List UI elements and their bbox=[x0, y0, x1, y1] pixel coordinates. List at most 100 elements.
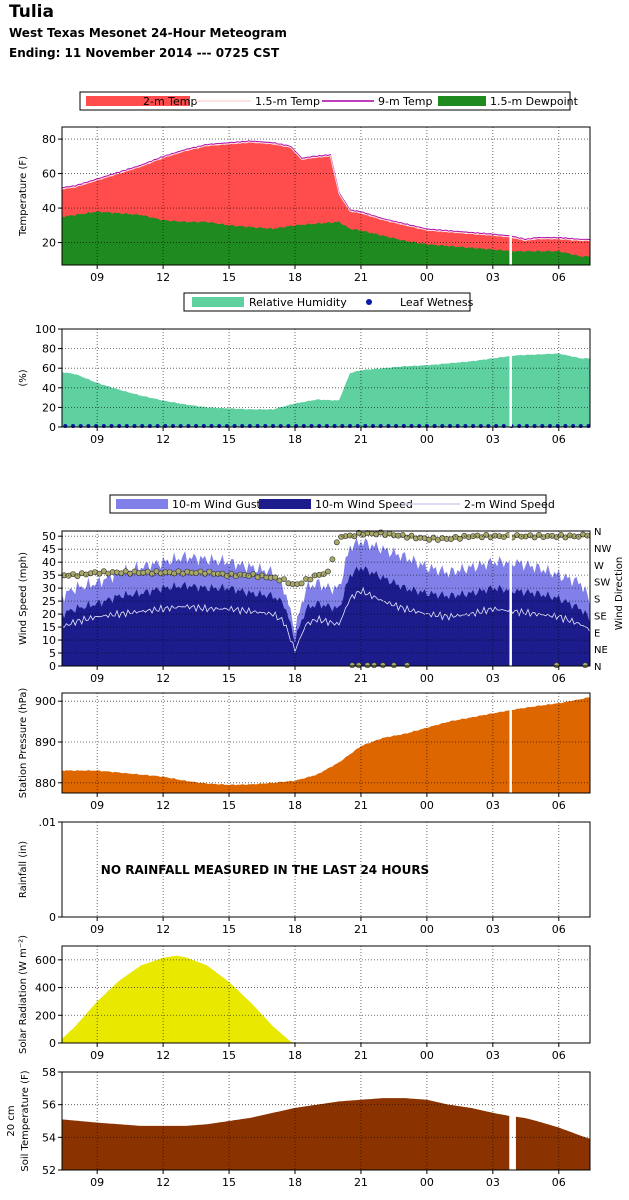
press-frame bbox=[61, 692, 591, 794]
wind-xtick-label: 15 bbox=[222, 672, 236, 685]
soil-data-gap bbox=[509, 1072, 512, 1170]
soil-xtick-label: 03 bbox=[486, 1176, 500, 1189]
rh-legend-label: Leaf Wetness bbox=[400, 296, 474, 309]
press-xtick-label: 15 bbox=[222, 799, 236, 812]
solar-xtick-label: 12 bbox=[156, 1049, 170, 1062]
soil-xtick-label: 00 bbox=[420, 1176, 434, 1189]
wind-dir-label: NW bbox=[594, 544, 611, 555]
wind-xtick-label: 09 bbox=[90, 672, 104, 685]
rh-ytick-label: 80 bbox=[42, 343, 56, 356]
temp-ytick-label: 40 bbox=[42, 202, 56, 215]
rh-frame bbox=[61, 328, 591, 428]
temp-9m-line bbox=[61, 140, 590, 241]
wind-data-gap bbox=[509, 531, 512, 666]
soil-xtick-label: 15 bbox=[222, 1176, 236, 1189]
temp-grid bbox=[62, 127, 590, 265]
wind-ytick-label: 0 bbox=[49, 660, 56, 673]
soil-data-gap-wide bbox=[509, 1072, 516, 1170]
rh-xtick-label: 00 bbox=[420, 433, 434, 446]
wind-direction-point bbox=[100, 568, 107, 575]
wind-frame bbox=[61, 530, 591, 667]
wind-direction-point bbox=[175, 568, 182, 575]
temp-data-gap bbox=[509, 127, 512, 265]
rain-plot-bg bbox=[62, 822, 590, 917]
temp-xtick-label: 09 bbox=[90, 271, 104, 284]
temp-xtick-label: 00 bbox=[420, 271, 434, 284]
wind-direction-point bbox=[483, 532, 490, 538]
temp-xtick-label: 03 bbox=[486, 271, 500, 284]
wind-direction-point bbox=[584, 532, 591, 539]
wind-dir-label: SW bbox=[594, 578, 610, 589]
wind-direction-point bbox=[371, 662, 377, 669]
wind-direction-point bbox=[333, 539, 340, 546]
press-xtick-label: 12 bbox=[156, 799, 170, 812]
wind-ytick-label: 35 bbox=[42, 569, 56, 582]
solar-xtick-label: 21 bbox=[354, 1049, 368, 1062]
wind-legend-label: 10-m Wind Gust bbox=[172, 498, 262, 511]
wind-ytick-label: 45 bbox=[42, 543, 56, 556]
rh-area bbox=[62, 353, 590, 427]
wind-direction-point bbox=[298, 580, 305, 587]
pressure-area bbox=[62, 697, 590, 793]
rh-legend-label: Relative Humidity bbox=[249, 296, 347, 309]
rh-xtick-label: 21 bbox=[354, 433, 368, 446]
wind-dir-label: S bbox=[594, 595, 600, 606]
rh-ylabel: (%) bbox=[18, 369, 29, 386]
wind-ylabel: Wind Speed (mph) bbox=[18, 552, 29, 645]
wind-direction-point bbox=[379, 662, 386, 669]
soil-ylabel-line2: Soil Temperature (F) bbox=[20, 1070, 31, 1171]
soil-xtick-label: 18 bbox=[288, 1176, 302, 1189]
rh-legend-swatch bbox=[366, 299, 372, 305]
rain-xtick-label: 09 bbox=[90, 923, 104, 936]
wind-dir-label: N bbox=[594, 527, 601, 538]
rh-data-gap bbox=[509, 329, 512, 427]
temp-xtick-label: 21 bbox=[354, 271, 368, 284]
rain-data-gap bbox=[509, 822, 512, 917]
wind-direction-point bbox=[122, 568, 129, 575]
temp-xtick-label: 12 bbox=[156, 271, 170, 284]
meteogram-title: West Texas Mesonet 24-Hour Meteogram bbox=[9, 26, 287, 40]
wind-legend-swatch bbox=[116, 499, 168, 509]
press-xtick-label: 03 bbox=[486, 799, 500, 812]
wind-direction-point bbox=[74, 573, 81, 580]
wind-dir-label: W bbox=[594, 561, 604, 572]
rain-message: NO RAINFALL MEASURED IN THE LAST 24 HOUR… bbox=[101, 863, 429, 877]
rain-ylabel: Rainfall (in) bbox=[18, 841, 29, 898]
wind-direction-point bbox=[408, 532, 415, 539]
wind-direction-point bbox=[478, 534, 485, 541]
wind-direction-point bbox=[325, 568, 331, 575]
solar-frame bbox=[61, 945, 591, 1044]
temp-ytick-label: 60 bbox=[42, 168, 56, 181]
wind-xtick-label: 00 bbox=[420, 672, 434, 685]
soil-ytick-label: 56 bbox=[42, 1099, 56, 1112]
rain-ytick-label: 0 bbox=[49, 911, 56, 924]
temp-ytick-label: 20 bbox=[42, 237, 56, 250]
wind-xtick-label: 18 bbox=[288, 672, 302, 685]
solar-xtick-label: 00 bbox=[420, 1049, 434, 1062]
temp-frame bbox=[61, 126, 591, 266]
soil-xtick-label: 06 bbox=[552, 1176, 566, 1189]
soil-xtick-label: 12 bbox=[156, 1176, 170, 1189]
wind-xtick-label: 21 bbox=[354, 672, 368, 685]
wind-xtick-label: 12 bbox=[156, 672, 170, 685]
rh-xtick-label: 03 bbox=[486, 433, 500, 446]
wind-dir-label: N bbox=[594, 662, 601, 673]
wind-direction-point bbox=[329, 556, 336, 563]
solar-area bbox=[62, 955, 590, 1043]
rh-xtick-label: 18 bbox=[288, 433, 302, 446]
wind-direction-point bbox=[390, 662, 397, 669]
rain-xtick-label: 03 bbox=[486, 923, 500, 936]
rh-ytick-label: 100 bbox=[35, 323, 56, 336]
temp-dewpoint-area bbox=[62, 211, 590, 265]
temp-xtick-label: 06 bbox=[552, 271, 566, 284]
wind-direction-point bbox=[553, 662, 560, 669]
wind-legend-label: 2-m Wind Speed bbox=[464, 498, 555, 511]
wind-direction-point bbox=[364, 662, 371, 669]
temp-legend-swatch bbox=[438, 96, 486, 106]
temp-legend-swatch bbox=[86, 96, 190, 106]
press-xtick-label: 18 bbox=[288, 799, 302, 812]
temp-legend-label: 1.5-m Temp bbox=[255, 95, 320, 108]
press-grid bbox=[62, 693, 590, 793]
wind-ytick-label: 10 bbox=[42, 634, 56, 647]
solar-ytick-label: 200 bbox=[35, 1009, 56, 1022]
